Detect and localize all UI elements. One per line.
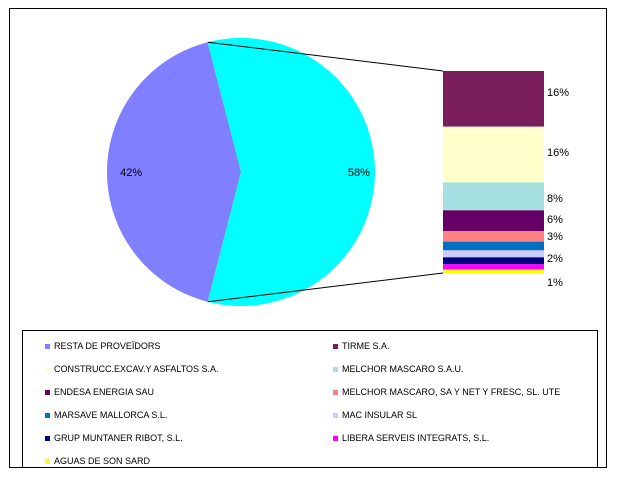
bar-segment-4 — [443, 231, 544, 242]
bar-segment-3 — [443, 210, 544, 232]
pie-label-resta: 42% — [120, 167, 142, 179]
bar-segment-9 — [443, 269, 544, 273]
legend-item: RESTA DE PROVEÏDORS — [45, 341, 160, 351]
bar-segment-6 — [443, 250, 544, 258]
legend-label: MELCHOR MASCARO S.A.U. — [342, 364, 464, 374]
legend-label: MELCHOR MASCARO, SA Y NET Y FRESC, SL. U… — [342, 387, 561, 397]
legend-item: MELCHOR MASCARO S.A.U. — [333, 364, 464, 374]
bar-label-1: 16% — [547, 147, 569, 159]
legend-item: AGUAS DE SON SARD — [45, 456, 150, 466]
legend-swatch — [45, 459, 50, 465]
legend-swatch — [45, 367, 50, 373]
legend-label: MARSAVE MALLORCA S.L. — [54, 410, 168, 420]
pie-label-others: 58% — [348, 167, 370, 179]
bar-segment-7 — [443, 257, 544, 265]
legend-label: LIBERA SERVEIS INTEGRATS, S.L. — [342, 433, 490, 443]
legend-swatch — [333, 390, 338, 396]
legend-swatch — [45, 413, 50, 419]
legend-label: AGUAS DE SON SARD — [54, 456, 151, 466]
pie-slice-resta — [107, 42, 241, 302]
legend-swatch — [45, 344, 50, 350]
legend-label: RESTA DE PROVEÏDORS — [54, 341, 161, 351]
legend-item: ENDESA ENERGIA SAU — [45, 387, 154, 397]
legend-item: TIRME S.A. — [333, 341, 390, 351]
bar-segment-5 — [443, 241, 544, 251]
legend-item: MELCHOR MASCARO, SA Y NET Y FRESC, SL. U… — [333, 387, 560, 397]
legend-label: TIRME S.A. — [342, 341, 390, 351]
bar-label-0: 16% — [547, 87, 569, 99]
legend-item: LIBERA SERVEIS INTEGRATS, S.L. — [333, 433, 489, 443]
connector-line-bottom — [207, 272, 444, 303]
legend-swatch — [45, 436, 50, 442]
bar-label-3: 6% — [547, 214, 563, 226]
bar-label-6: 1% — [547, 277, 563, 289]
legend-item: MARSAVE MALLORCA S.L. — [45, 410, 167, 420]
bar-label-2: 8% — [547, 193, 563, 205]
legend-swatch — [333, 344, 338, 350]
legend-label: ENDESA ENERGIA SAU — [54, 387, 155, 397]
legend-swatch — [45, 390, 50, 396]
legend-label: MAC INSULAR SL — [342, 410, 418, 420]
legend-swatch — [333, 413, 338, 419]
legend-label: GRUP MUNTANER RIBOT, S.L. — [54, 433, 183, 443]
legend-item: CONSTRUCC.EXCAV.Y ASFALTOS S.A. — [45, 364, 219, 374]
bar-segment-1 — [443, 126, 544, 183]
bar-segment-2 — [443, 182, 544, 211]
bar-label-5: 2% — [547, 253, 563, 265]
bar-segment-8 — [443, 264, 544, 270]
legend: RESTA DE PROVEÏDORS TIRME S.A. CONSTRUCC.E… — [22, 330, 598, 468]
legend-swatch — [333, 367, 338, 373]
pie-slice-others — [207, 37, 376, 306]
connector-line-top — [207, 41, 444, 72]
legend-item: MAC INSULAR SL — [333, 410, 417, 420]
legend-swatch — [333, 436, 338, 442]
bar-segment-0 — [443, 71, 544, 127]
legend-item: GRUP MUNTANER RIBOT, S.L. — [45, 433, 183, 443]
legend-label: CONSTRUCC.EXCAV.Y ASFALTOS S.A. — [54, 364, 219, 374]
bar-label-4: 3% — [547, 231, 563, 243]
